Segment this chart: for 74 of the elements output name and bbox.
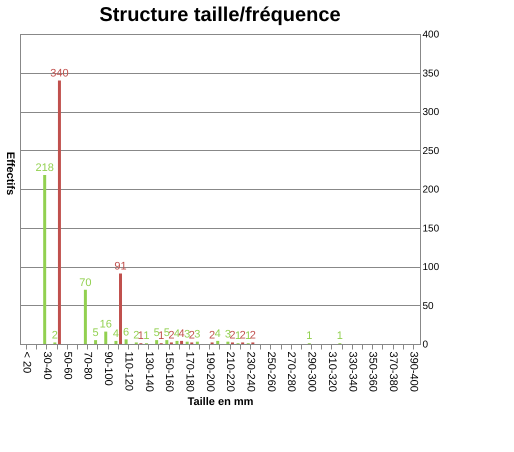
- bar: [155, 340, 158, 344]
- y-tick-label: 400: [422, 30, 440, 40]
- x-tick-label: 150-160: [163, 352, 176, 392]
- data-label: 4: [178, 328, 185, 340]
- data-label: 2: [133, 329, 140, 342]
- x-tick-label: < 20: [20, 352, 33, 374]
- bar: [104, 332, 108, 344]
- x-tick-label: 170-180: [183, 352, 196, 392]
- data-label: 5: [92, 327, 99, 340]
- bar: [114, 340, 118, 344]
- data-label: 2: [240, 329, 246, 342]
- x-tick-label: 250-260: [264, 352, 277, 392]
- bar: [58, 80, 61, 344]
- data-label: 2: [188, 329, 195, 342]
- x-tick-label: 70-80: [82, 352, 94, 380]
- chart-title: Structure taille/fréquence: [99, 4, 341, 26]
- data-label: 1: [245, 330, 252, 342]
- data-label: 3: [184, 328, 190, 341]
- x-tick-label: 130-140: [142, 352, 155, 392]
- bar: [216, 340, 220, 344]
- data-label: 1: [143, 330, 150, 342]
- bar: [124, 339, 128, 344]
- x-tick-label: 350-360: [366, 352, 379, 392]
- x-tick-label: 390-400: [407, 352, 420, 392]
- y-tick-label: 150: [422, 223, 440, 234]
- data-label: 3: [194, 328, 200, 341]
- data-label: 5: [154, 327, 160, 340]
- data-label: 2: [168, 329, 174, 342]
- data-label: 2: [229, 329, 236, 342]
- data-label: 16: [100, 318, 112, 331]
- y-tick-label: 300: [422, 107, 440, 118]
- x-tick-label: 290-300: [306, 352, 318, 392]
- bar: [94, 340, 98, 344]
- y-tick-label: 350: [422, 68, 440, 80]
- x-tick-label: 370-380: [387, 352, 400, 392]
- data-label: 2: [209, 329, 216, 342]
- x-tick-label: 310-320: [326, 352, 338, 392]
- data-label: 4: [112, 328, 119, 340]
- y-tick-label: 100: [422, 262, 440, 273]
- data-label: 4: [214, 328, 221, 340]
- x-tick-label: 270-280: [285, 352, 298, 392]
- data-label: 70: [79, 276, 92, 289]
- data-label: 4: [174, 328, 180, 340]
- data-label: 1: [158, 330, 164, 342]
- bar: [43, 175, 46, 344]
- x-tick-label: 30-40: [40, 352, 53, 380]
- y-tick-label: 250: [422, 146, 440, 157]
- y-axis-title: Effectifs: [4, 152, 16, 196]
- data-label: 2: [250, 329, 256, 342]
- x-tick-label: 330-340: [346, 352, 358, 392]
- y-tick-label: 0: [422, 340, 428, 350]
- data-label: 2: [52, 329, 58, 342]
- bar: [84, 290, 87, 344]
- data-label: 1: [235, 330, 242, 342]
- y-tick-label: 200: [422, 184, 440, 196]
- x-tick-label: 210-220: [224, 352, 236, 392]
- data-label: 5: [164, 327, 170, 340]
- x-tick-label: 90-100: [102, 352, 114, 386]
- bar: [180, 340, 184, 344]
- bar: [175, 340, 178, 344]
- x-tick-label: 110-120: [122, 352, 134, 392]
- bar: [165, 340, 168, 344]
- data-label: 1: [306, 330, 312, 342]
- y-tick-label: 50: [422, 300, 434, 312]
- x-axis-title: Taille en mm: [188, 396, 254, 408]
- x-tick-label: 190-200: [204, 352, 216, 392]
- data-label: 218: [36, 162, 54, 174]
- x-tick-label: 230-240: [244, 352, 257, 392]
- data-label: 1: [138, 330, 144, 342]
- data-label: 3: [224, 328, 231, 341]
- bar: [119, 273, 122, 344]
- data-label: 6: [123, 326, 130, 338]
- data-label: 1: [336, 330, 343, 342]
- x-tick-label: 50-60: [61, 352, 74, 380]
